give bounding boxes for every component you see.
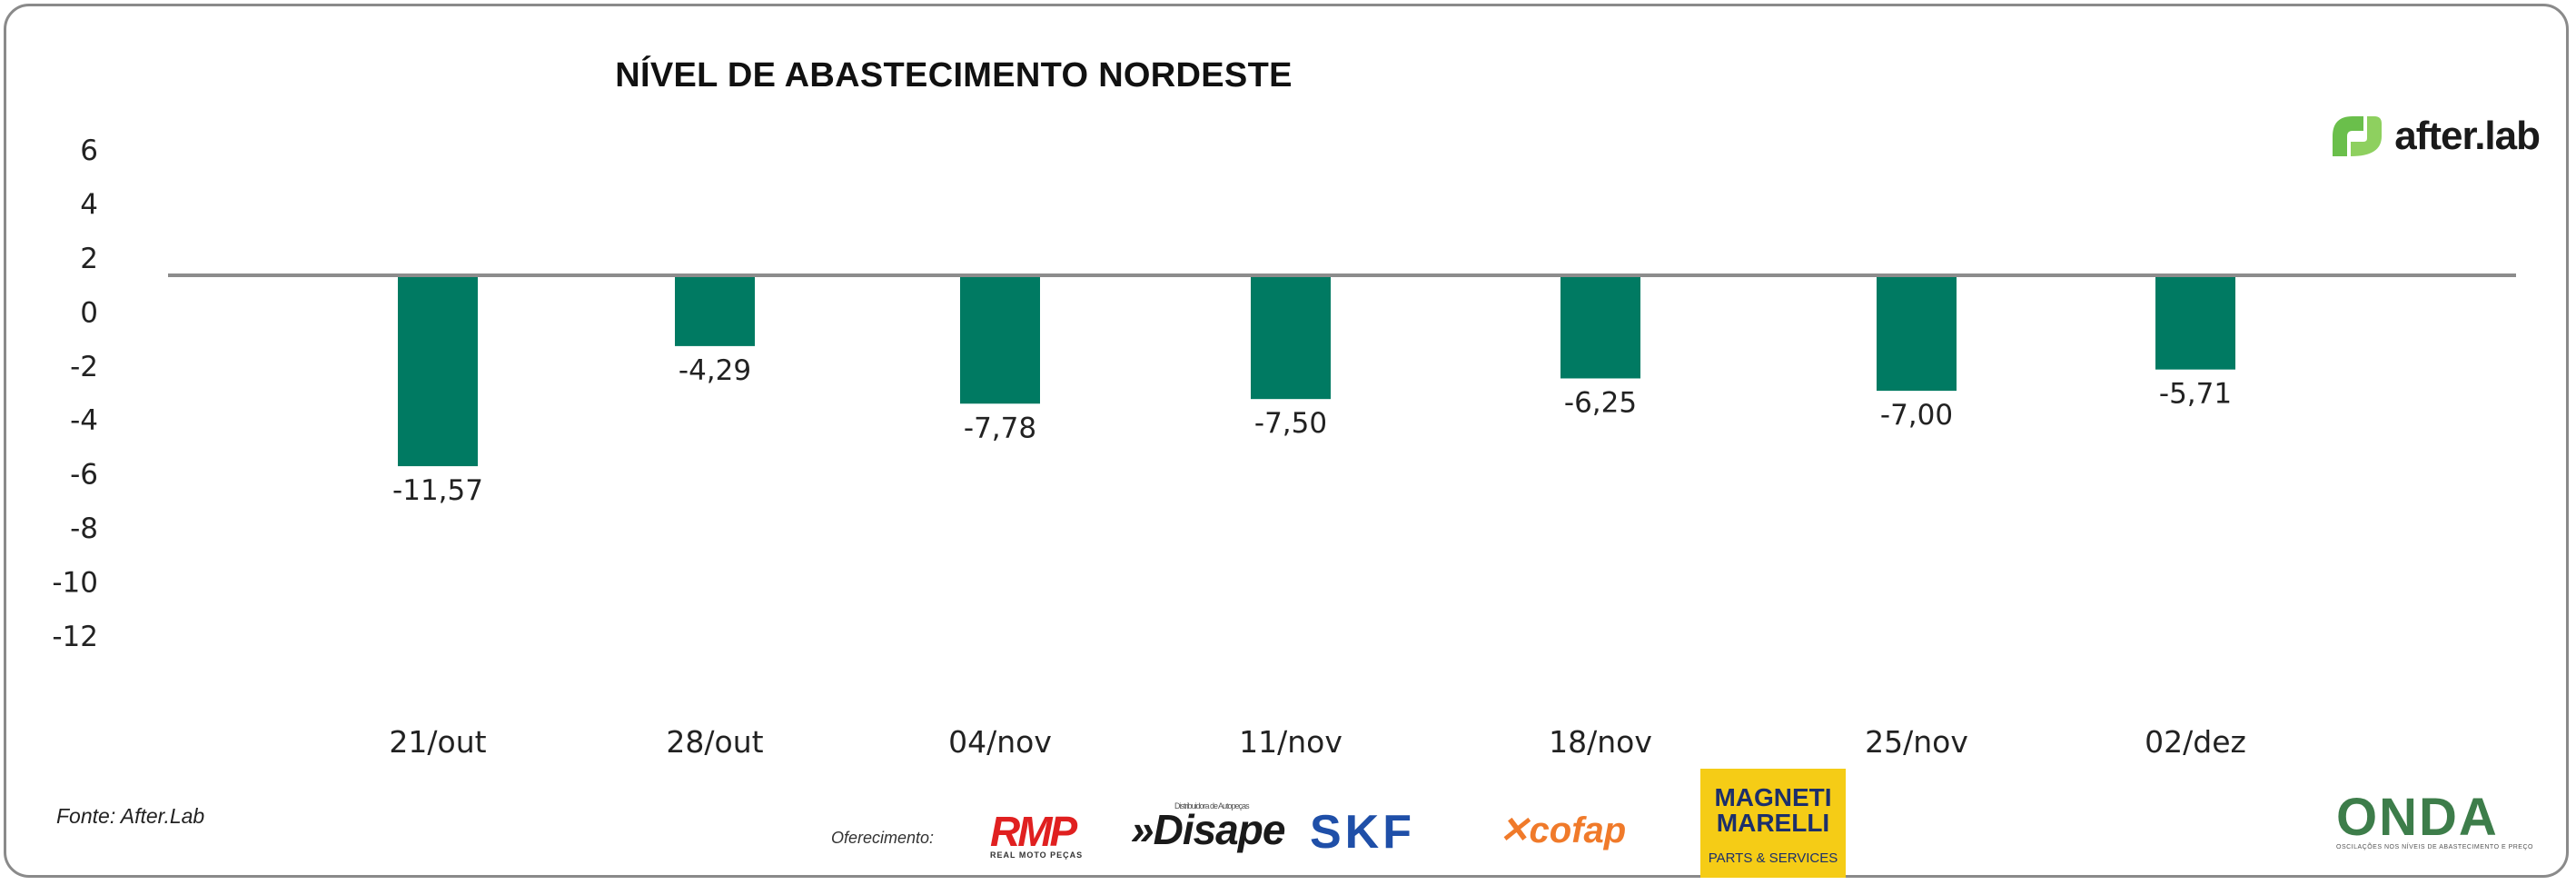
- y-tick-label: 2: [80, 243, 98, 275]
- cofap-wordmark: cofap: [1529, 810, 1627, 850]
- sponsors-label: Oferecimento:: [831, 829, 935, 847]
- bar: [2155, 275, 2235, 370]
- cofap-x-icon: ✕: [1499, 810, 1530, 850]
- magneti-tagline: PARTS & SERVICES: [1708, 850, 1838, 866]
- x-tick-label: 21/out: [389, 724, 486, 760]
- disape-logo: Distribuidora de Autopeças »Disape: [1131, 801, 1286, 854]
- bar: [1877, 275, 1957, 392]
- y-tick-label: 4: [80, 188, 98, 221]
- data-label: -6,25: [1564, 386, 1637, 419]
- onda-tagline: OSCILAÇÕES NOS NÍVEIS DE ABASTECIMENTO E…: [2336, 844, 2533, 850]
- y-tick-label: 0: [80, 296, 98, 329]
- y-tick-label: -10: [52, 567, 98, 600]
- x-tick-label: 02/dez: [2145, 724, 2246, 760]
- y-tick-label: -8: [70, 512, 98, 545]
- skf-logo: SKF: [1310, 805, 1415, 860]
- bar: [1251, 275, 1331, 400]
- data-label: -7,00: [1880, 399, 1953, 432]
- chart-title: NÍVEL DE ABASTECIMENTO NORDESTE: [615, 56, 1293, 94]
- bar: [1560, 275, 1640, 379]
- afterlab-leaf-icon: [2327, 111, 2387, 162]
- bar: [398, 275, 478, 467]
- magneti-wordmark: MAGNETI MARELLI: [1714, 783, 1832, 837]
- x-tick-label: 18/nov: [1549, 724, 1652, 760]
- source-note: Fonte: After.Lab: [56, 804, 205, 828]
- disape-chevron-icon: »: [1131, 806, 1154, 853]
- x-tick-label: 28/out: [666, 724, 763, 760]
- x-tick-label: 04/nov: [948, 724, 1052, 760]
- magneti-marelli-logo: MAGNETI MARELLI PARTS & SERVICES: [1700, 769, 1846, 878]
- disape-tagline: Distribuidora de Autopeças: [1174, 801, 1250, 810]
- afterlab-wordmark: after.lab: [2394, 114, 2541, 158]
- y-tick-label: -6: [70, 459, 98, 492]
- data-label: -7,78: [964, 412, 1036, 444]
- y-tick-label: 6: [80, 134, 98, 167]
- afterlab-logo: after.lab: [2327, 111, 2541, 162]
- data-label: -7,50: [1254, 407, 1327, 440]
- rmp-logo: RMP REAL MOTO PEÇAS: [990, 807, 1083, 860]
- rmp-tagline: REAL MOTO PEÇAS: [990, 850, 1084, 860]
- y-tick-label: -4: [70, 404, 98, 437]
- onda-wordmark: ONDA: [2336, 788, 2499, 847]
- y-tick-label: -2: [70, 351, 98, 383]
- data-label: -5,71: [2159, 378, 2232, 411]
- disape-wordmark: Disape: [1153, 806, 1286, 853]
- rmp-wordmark: RMP: [990, 808, 1077, 855]
- bar: [675, 275, 755, 346]
- y-tick-label: -12: [52, 621, 98, 653]
- data-label: -4,29: [679, 354, 751, 387]
- skf-wordmark: SKF: [1310, 806, 1415, 859]
- onda-logo: ONDA OSCILAÇÕES NOS NÍVEIS DE ABASTECIME…: [2336, 787, 2533, 850]
- x-tick-label: 25/nov: [1865, 724, 1968, 760]
- cofap-logo: ✕cofap: [1499, 810, 1626, 851]
- bar: [960, 275, 1040, 404]
- x-tick-label: 11/nov: [1239, 724, 1342, 760]
- data-label: -11,57: [392, 474, 483, 507]
